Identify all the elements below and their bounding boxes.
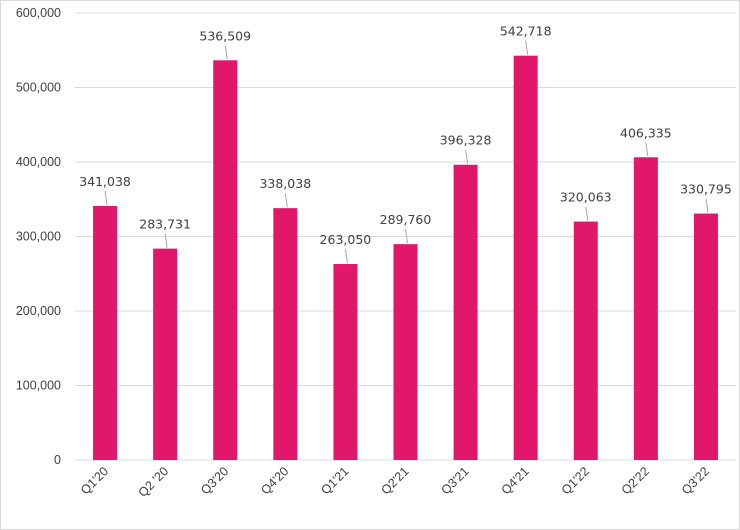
data-label: 289,760 [380, 212, 432, 227]
data-label: 330,795 [680, 182, 732, 197]
label-leader-line [224, 45, 228, 60]
x-axis-ticks: Q1'20 Q2 '20 Q3'20 Q4'20 Q1'21 Q2'21 Q3'21 Q4'2… [78, 464, 712, 500]
x-tick-label: Q1'21 [318, 464, 351, 497]
bar [153, 248, 178, 460]
x-tick-label: Q3'22 [679, 464, 712, 497]
bar [333, 264, 358, 460]
x-tick-label: Q1'20 [78, 464, 111, 497]
bars [93, 55, 718, 461]
y-tick-label: 0 [54, 453, 61, 467]
label-leader-line [525, 40, 529, 55]
x-tick-label: Q4'21 [499, 464, 532, 497]
x-tick-label: Q2'21 [378, 464, 411, 497]
data-label: 263,050 [320, 232, 372, 247]
y-tick-label: 200,000 [16, 304, 61, 318]
y-tick-label: 600,000 [16, 6, 61, 20]
label-leader-line [104, 190, 108, 205]
data-label: 536,509 [199, 28, 251, 43]
label-leader-line [284, 193, 288, 208]
bar [573, 221, 598, 460]
label-leader-line [405, 229, 408, 244]
bar [693, 213, 718, 460]
x-tick-label: Q1'22 [559, 464, 592, 497]
data-label: 341,038 [79, 174, 131, 189]
data-label: 338,038 [259, 176, 311, 191]
bar [213, 60, 238, 461]
data-label: 406,335 [620, 125, 672, 140]
bar [633, 157, 658, 460]
y-tick-label: 300,000 [16, 230, 61, 244]
label-leader-line [164, 233, 168, 248]
label-leaders [104, 40, 709, 264]
label-leader-line [645, 142, 649, 157]
bar [453, 164, 478, 460]
x-tick-label: Q3'20 [198, 464, 231, 497]
y-axis-ticks: 0 100,000 200,000 300,000 400,000 500,000 600,… [16, 6, 61, 467]
bar [393, 244, 418, 460]
y-tick-label: 100,000 [16, 379, 61, 393]
label-leader-line [465, 149, 469, 164]
data-label: 396,328 [440, 133, 492, 148]
data-labels: 341,038 283,731 536,509 338,038 263,050 289,7… [79, 24, 732, 247]
bar [513, 55, 538, 461]
bar [273, 208, 298, 460]
label-leader-line [705, 198, 709, 213]
data-label: 283,731 [139, 217, 191, 232]
x-tick-label: Q2'22 [619, 464, 652, 497]
bar [93, 205, 118, 460]
y-tick-label: 500,000 [16, 81, 61, 95]
data-label: 320,063 [560, 190, 612, 205]
data-label: 542,718 [500, 24, 552, 39]
y-tick-label: 400,000 [16, 155, 61, 169]
label-leader-line [585, 206, 589, 221]
x-tick-label: Q4'20 [258, 464, 291, 497]
x-tick-label: Q3'21 [439, 464, 472, 497]
label-leader-line [344, 248, 348, 264]
x-tick-label: Q2 '20 [136, 464, 172, 500]
